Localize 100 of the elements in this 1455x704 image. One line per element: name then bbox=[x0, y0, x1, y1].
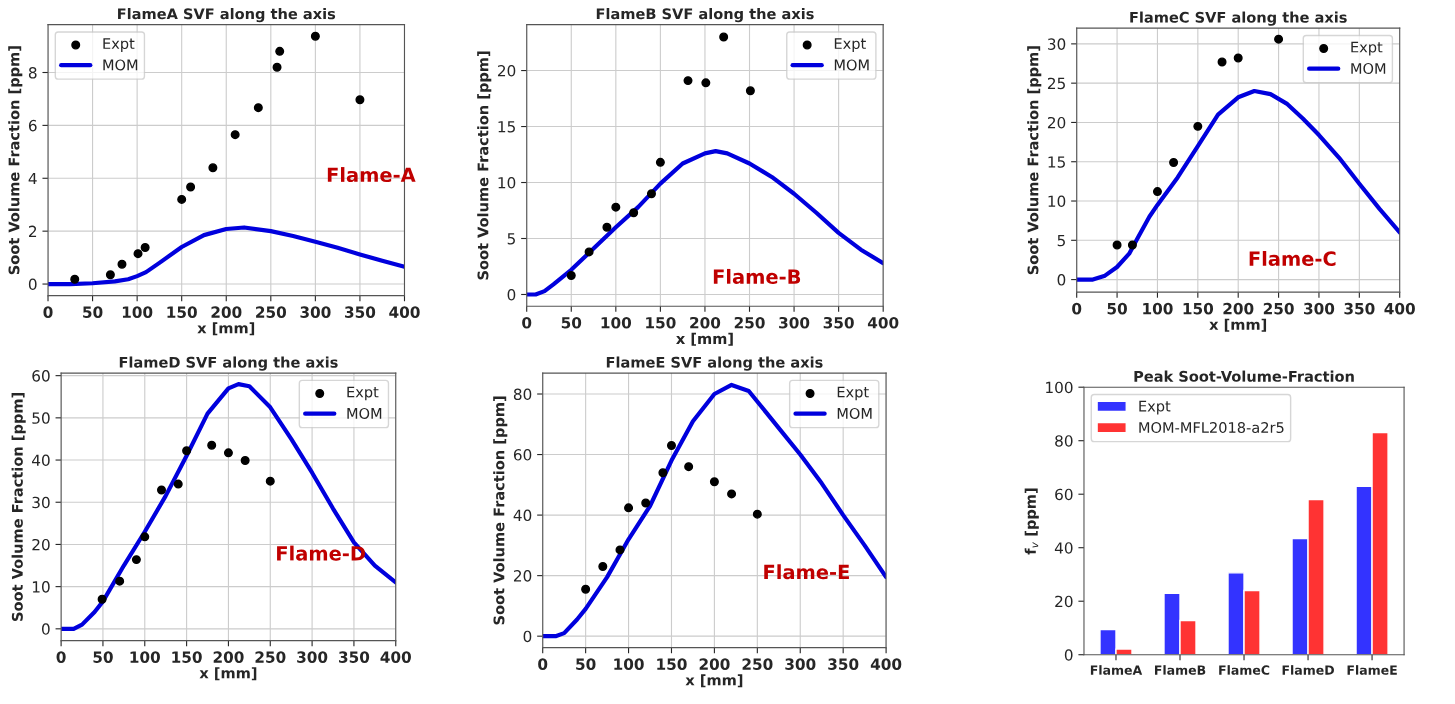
point bbox=[727, 489, 737, 499]
point bbox=[701, 78, 711, 88]
point bbox=[584, 247, 594, 257]
x-tick-label: 350 bbox=[345, 306, 376, 318]
y-tick-label: 15 bbox=[1048, 156, 1065, 168]
y-tick-label: 20 bbox=[1055, 595, 1073, 608]
x-axis-title: x [mm] bbox=[197, 322, 255, 336]
chart-title: FlameC SVF along the axis bbox=[1130, 11, 1347, 26]
y-tick-label: 60 bbox=[32, 370, 50, 382]
point bbox=[117, 259, 127, 269]
x-tick-label: 200 bbox=[699, 658, 730, 670]
point bbox=[140, 532, 150, 542]
y-tick-label: 40 bbox=[1054, 542, 1073, 554]
x-tick-label: 100 bbox=[130, 651, 160, 663]
y-tick-label: 8 bbox=[28, 66, 37, 79]
chart-title: Peak Soot-Volume-Fraction bbox=[1134, 370, 1354, 382]
point bbox=[182, 446, 192, 456]
y-tick-label: 10 bbox=[498, 176, 516, 189]
line-series bbox=[61, 382, 396, 631]
x-tick-label: 200 bbox=[1223, 302, 1254, 315]
x-tick-label: 300 bbox=[300, 306, 331, 318]
point bbox=[97, 594, 107, 604]
y-tick-label: 30 bbox=[32, 496, 50, 509]
line-series bbox=[1076, 88, 1400, 282]
x-tick-label: 200 bbox=[213, 651, 244, 663]
x-tick-label: 350 bbox=[1344, 302, 1375, 315]
point bbox=[115, 576, 125, 586]
point bbox=[131, 555, 141, 565]
point bbox=[1193, 121, 1203, 131]
y-tick-label: 0 bbox=[41, 623, 50, 635]
x-tick-label: 300 bbox=[297, 651, 328, 663]
y-tick-label: 40 bbox=[32, 454, 50, 467]
legend-label: Expt bbox=[1351, 41, 1383, 56]
y-tick-label: 60 bbox=[513, 449, 532, 461]
point bbox=[745, 86, 755, 96]
point bbox=[208, 163, 218, 173]
x-tick-label: 150 bbox=[646, 316, 676, 329]
x-tick-label: 50 bbox=[1107, 302, 1127, 315]
x-tick-label: 300 bbox=[1304, 302, 1335, 315]
x-tick-label: 400 bbox=[380, 651, 411, 663]
x-tick-label: 250 bbox=[742, 658, 773, 670]
x-tick-label: 150 bbox=[1183, 302, 1214, 315]
point bbox=[223, 448, 233, 458]
chart-title: FlameA SVF along the axis bbox=[118, 8, 336, 23]
point bbox=[265, 476, 275, 486]
legend-label: MOM-MFL2018-a2r5 bbox=[1139, 421, 1284, 434]
x-tick-label: 400 bbox=[867, 316, 899, 329]
y-tick-label: 60 bbox=[1055, 488, 1073, 501]
x-tick-label: 300 bbox=[779, 316, 810, 329]
point bbox=[629, 208, 639, 218]
x-tick-label: FlameE bbox=[1347, 665, 1397, 675]
x-tick-label: FlameA bbox=[1090, 665, 1143, 675]
annotation: Flame-D bbox=[277, 545, 365, 561]
point bbox=[666, 440, 676, 450]
point bbox=[207, 440, 217, 450]
point bbox=[1112, 240, 1122, 250]
x-axis-title: x [mm] bbox=[1209, 318, 1267, 332]
x-tick-label: 0 bbox=[56, 651, 66, 663]
x-tick-label: 150 bbox=[657, 658, 687, 670]
point bbox=[177, 194, 187, 204]
x-tick-label: 350 bbox=[823, 316, 854, 329]
point bbox=[684, 462, 694, 472]
y-tick-label: 0 bbox=[1057, 274, 1066, 286]
point bbox=[275, 46, 285, 56]
x-tick-label: 400 bbox=[870, 658, 902, 670]
legend-label: Expt bbox=[834, 38, 866, 52]
x-tick-label: 250 bbox=[255, 651, 286, 663]
line-series bbox=[526, 149, 884, 297]
legend-label: MOM bbox=[834, 59, 869, 71]
chart-title: FlameE SVF along the axis bbox=[606, 356, 823, 371]
y-tick-label: 0 bbox=[523, 630, 532, 643]
chart-title: FlameD SVF along the axis bbox=[119, 356, 338, 371]
y-axis-title: f$_{v}$ [ppm] bbox=[1024, 488, 1039, 555]
y-tick-label: 20 bbox=[513, 570, 532, 582]
point bbox=[272, 62, 282, 72]
x-tick-label: 0 bbox=[1072, 302, 1082, 315]
x-tick-label: 100 bbox=[1143, 302, 1173, 315]
y-tick-label: 0 bbox=[507, 288, 516, 301]
x-tick-label: 50 bbox=[576, 658, 596, 670]
y-tick-label: 50 bbox=[32, 412, 50, 424]
point bbox=[611, 202, 621, 212]
x-tick-label: 200 bbox=[690, 316, 721, 329]
y-tick-label: 10 bbox=[32, 581, 50, 593]
x-axis-title: x [mm] bbox=[199, 667, 257, 681]
point bbox=[173, 479, 183, 489]
x-tick-label: 150 bbox=[172, 651, 202, 663]
x-tick-label: FlameD bbox=[1282, 665, 1334, 675]
point bbox=[658, 468, 668, 478]
y-tick-label: 20 bbox=[497, 65, 516, 77]
point bbox=[646, 189, 656, 199]
x-tick-label: 50 bbox=[561, 316, 582, 329]
y-tick-label: 0 bbox=[28, 278, 37, 291]
x-tick-label: FlameC bbox=[1219, 665, 1270, 675]
y-axis-title: Soot Volume Fraction [ppm] bbox=[1027, 46, 1042, 275]
legend-label: Expt bbox=[1139, 400, 1171, 415]
line-series bbox=[542, 382, 887, 639]
legend-label: Expt bbox=[347, 386, 379, 401]
point bbox=[253, 103, 263, 113]
y-axis-title: Soot Volume Fraction [ppm] bbox=[8, 46, 23, 275]
x-tick-label: 50 bbox=[83, 306, 103, 318]
